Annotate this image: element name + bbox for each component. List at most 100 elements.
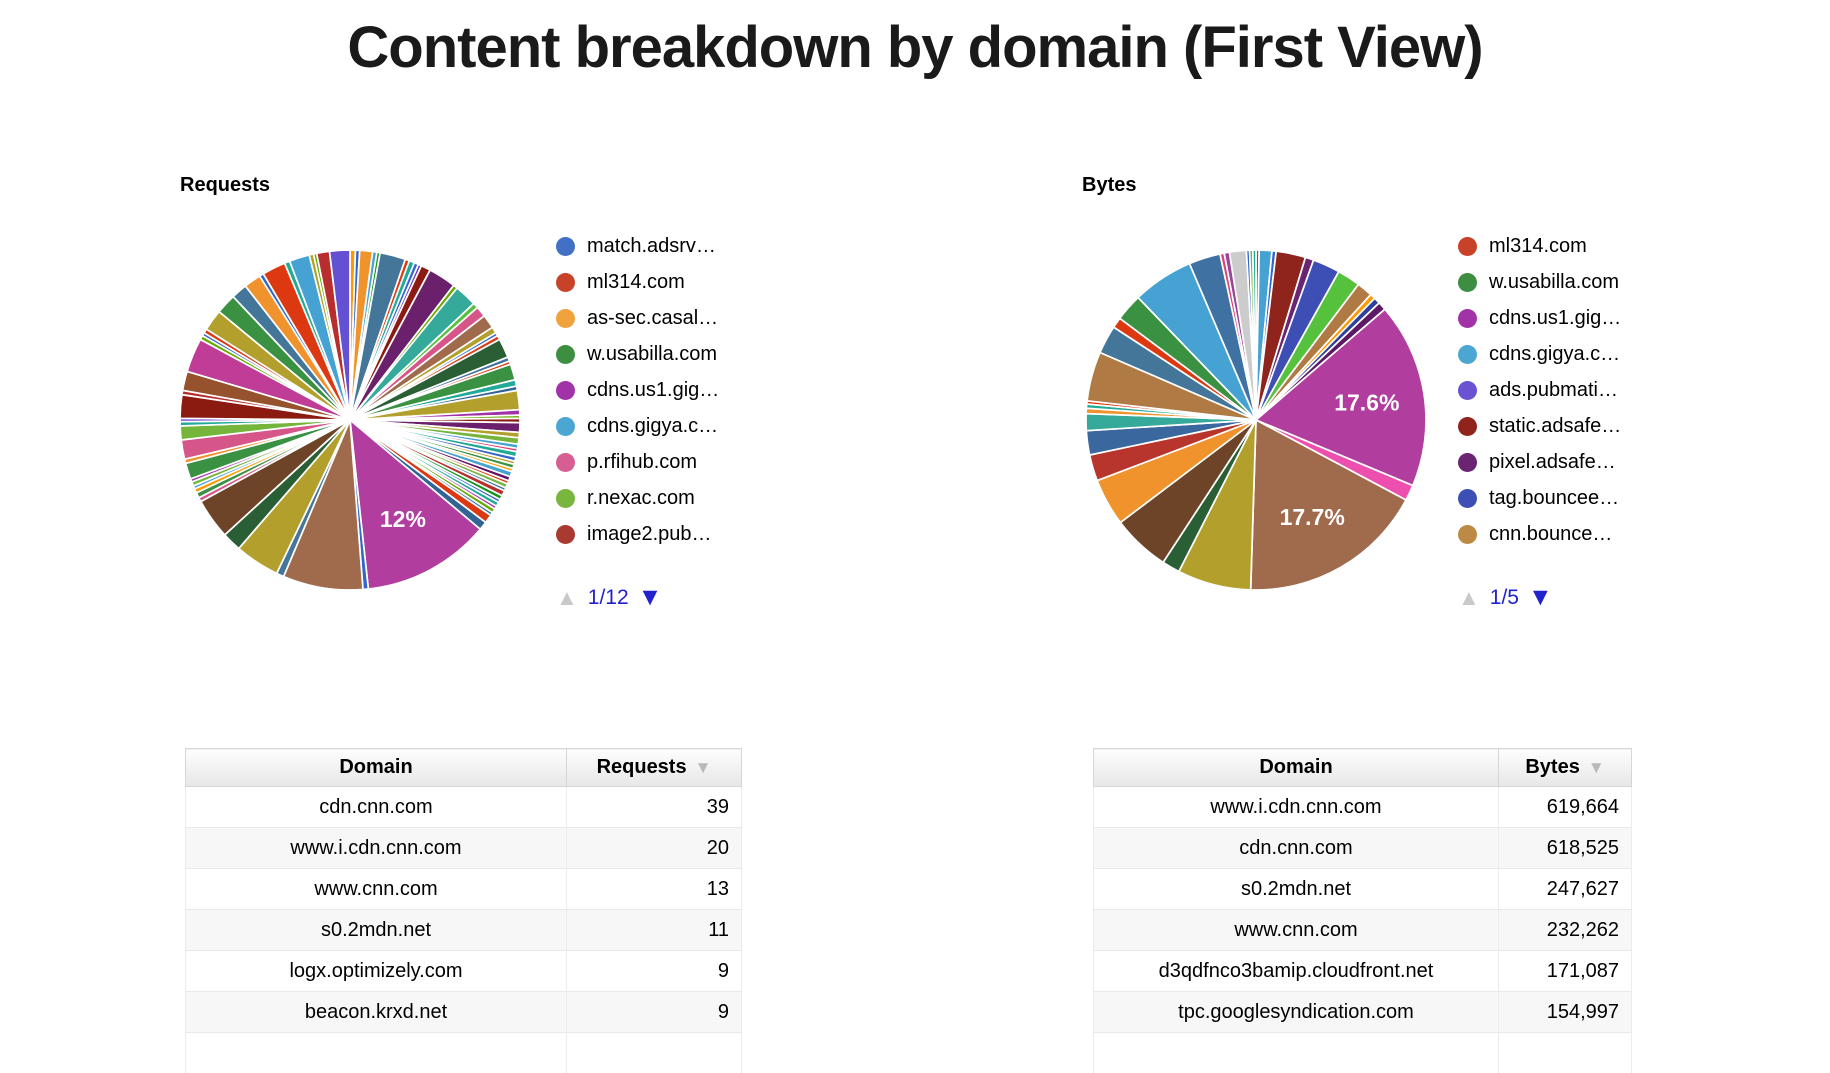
domain-cell[interactable]: www.cnn.com	[1094, 910, 1499, 951]
legend-page-up-icon[interactable]: ▲	[1458, 587, 1480, 609]
legend-color-swatch-icon	[1458, 525, 1477, 544]
legend-page-down-icon[interactable]: ▼	[638, 585, 663, 610]
domain-cell[interactable]: www.cnn.com	[186, 869, 567, 910]
domain-cell[interactable]: logx.optimizely.com	[186, 951, 567, 992]
legend-color-swatch-icon	[556, 237, 575, 256]
legend-item[interactable]: as-sec.casal…	[556, 308, 786, 329]
value-cell[interactable]: 39	[567, 787, 742, 828]
column-header-label: Domain	[339, 756, 412, 778]
legend-item[interactable]: w.usabilla.com	[556, 344, 786, 365]
value-cell[interactable]: 618,525	[1499, 828, 1632, 869]
legend-label: w.usabilla.com	[1489, 271, 1619, 294]
legend-color-swatch-icon	[1458, 489, 1477, 508]
bytes-pie-chart[interactable]: 17.6%17.7%	[1082, 246, 1430, 594]
legend-label: cdns.gigya.c…	[1489, 343, 1620, 366]
legend-item[interactable]: image2.pub…	[556, 524, 786, 545]
legend-page-down-icon[interactable]: ▼	[1528, 585, 1553, 610]
domain-cell[interactable]	[186, 1033, 567, 1073]
domain-cell[interactable]: www.i.cdn.cnn.com	[1094, 787, 1499, 828]
column-header-label: Domain	[1259, 756, 1332, 778]
domain-cell[interactable]: s0.2mdn.net	[1094, 869, 1499, 910]
legend-item[interactable]: p.rfihub.com	[556, 452, 786, 473]
legend-page-indicator: 1/5	[1490, 587, 1519, 608]
value-cell[interactable]: 247,627	[1499, 869, 1632, 910]
legend-item[interactable]: cnn.bounce…	[1458, 524, 1688, 545]
legend-label: cdns.gigya.c…	[587, 415, 718, 438]
legend-item[interactable]: r.nexac.com	[556, 488, 786, 509]
legend-item[interactable]: ml314.com	[1458, 236, 1688, 257]
legend-item[interactable]: static.adsafe…	[1458, 416, 1688, 437]
value-cell[interactable]: 171,087	[1499, 951, 1632, 992]
column-header-bytes[interactable]: Bytes▼	[1499, 749, 1632, 787]
value-cell[interactable]: 619,664	[1499, 787, 1632, 828]
legend-item[interactable]: ads.pubmati…	[1458, 380, 1688, 401]
domain-cell[interactable]	[1094, 1033, 1499, 1073]
legend-color-swatch-icon	[1458, 453, 1477, 472]
value-cell[interactable]	[1499, 1033, 1632, 1073]
legend-label: ml314.com	[1489, 235, 1587, 258]
legend-label: p.rfihub.com	[587, 451, 697, 474]
legend-color-swatch-icon	[556, 489, 575, 508]
domain-cell[interactable]: cdn.cnn.com	[186, 787, 567, 828]
domain-cell[interactable]: d3qdfnco3bamip.cloudfront.net	[1094, 951, 1499, 992]
column-header-domain[interactable]: Domain	[1094, 749, 1499, 787]
domain-cell[interactable]: beacon.krxd.net	[186, 992, 567, 1033]
column-header-domain[interactable]: Domain	[186, 749, 567, 787]
requests-pie-chart[interactable]: 12%	[176, 246, 524, 594]
legend-item[interactable]: match.adsrv…	[556, 236, 786, 257]
table-row-partial[interactable]	[1094, 1033, 1632, 1073]
legend-item[interactable]: cdns.us1.gig…	[1458, 308, 1688, 329]
legend-page-up-icon[interactable]: ▲	[556, 587, 578, 609]
legend-item[interactable]: cdns.gigya.c…	[1458, 344, 1688, 365]
legend-color-swatch-icon	[1458, 309, 1477, 328]
legend-label: cdns.us1.gig…	[1489, 307, 1621, 330]
requests-chart-title: Requests	[180, 174, 270, 197]
domain-cell[interactable]: cdn.cnn.com	[1094, 828, 1499, 869]
domain-cell[interactable]: tpc.googlesyndication.com	[1094, 992, 1499, 1033]
requests-legend: match.adsrv… ml314.com as-sec.casal… w.usab…	[556, 236, 786, 560]
domain-cell[interactable]: s0.2mdn.net	[186, 910, 567, 951]
legend-label: w.usabilla.com	[587, 343, 717, 366]
value-cell[interactable]: 13	[567, 869, 742, 910]
bytes-legend-pager: ▲ 1/5 ▼	[1458, 585, 1553, 610]
legend-item[interactable]: pixel.adsafe…	[1458, 452, 1688, 473]
pie-slice-percentage-label: 17.6%	[1334, 389, 1399, 415]
legend-item[interactable]: cdns.us1.gig…	[556, 380, 786, 401]
value-cell[interactable]: 232,262	[1499, 910, 1632, 951]
value-cell[interactable]: 11	[567, 910, 742, 951]
legend-item[interactable]: tag.bouncee…	[1458, 488, 1688, 509]
legend-label: ads.pubmati…	[1489, 379, 1618, 402]
column-header-requests[interactable]: Requests▼	[567, 749, 742, 787]
legend-color-swatch-icon	[556, 525, 575, 544]
legend-item[interactable]: cdns.gigya.c…	[556, 416, 786, 437]
legend-item[interactable]: ml314.com	[556, 272, 786, 293]
value-cell[interactable]	[567, 1033, 742, 1073]
sort-descending-icon: ▼	[1588, 758, 1605, 777]
legend-color-swatch-icon	[1458, 273, 1477, 292]
legend-item[interactable]: w.usabilla.com	[1458, 272, 1688, 293]
legend-label: static.adsafe…	[1489, 415, 1621, 438]
value-cell[interactable]: 20	[567, 828, 742, 869]
legend-label: match.adsrv…	[587, 235, 716, 258]
value-cell[interactable]: 9	[567, 992, 742, 1033]
value-cell[interactable]: 9	[567, 951, 742, 992]
value-cell[interactable]: 154,997	[1499, 992, 1632, 1033]
legend-label: pixel.adsafe…	[1489, 451, 1616, 474]
table-row-partial[interactable]	[186, 1033, 742, 1073]
domain-cell[interactable]: www.i.cdn.cnn.com	[186, 828, 567, 869]
legend-color-swatch-icon	[556, 273, 575, 292]
